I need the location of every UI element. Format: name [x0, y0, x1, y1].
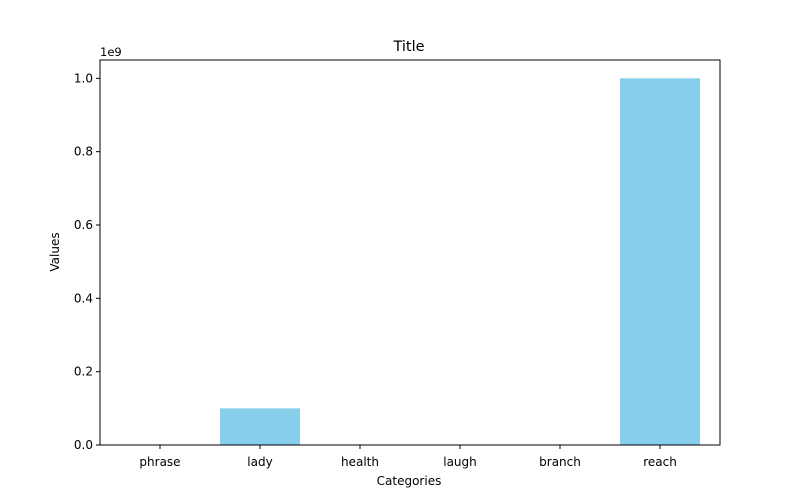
chart-title: Title	[392, 39, 424, 55]
x-tick-label: branch	[539, 455, 581, 469]
y-tick-label: 1.0	[74, 71, 93, 85]
y-tick-label: 0.2	[74, 365, 93, 379]
y-tick-label: 0.4	[74, 291, 93, 305]
y-axis-multiplier: 1e9	[100, 45, 122, 59]
y-tick-label: 0.8	[74, 145, 93, 159]
bars-layer	[220, 78, 700, 445]
plot-frame	[99, 59, 721, 446]
y-axis-label: Values	[48, 232, 62, 271]
y-tick-label: 0.0	[74, 438, 93, 452]
x-tick-label: phrase	[139, 455, 180, 469]
x-tick-label: health	[341, 455, 379, 469]
x-tick-label: lady	[247, 455, 272, 469]
bar-reach	[620, 78, 700, 445]
x-tick-label: laugh	[443, 455, 477, 469]
ticks-layer: phrase lady health laugh branch reach 0.0 0.2 0.…	[74, 71, 677, 469]
bar-lady	[220, 408, 300, 445]
x-tick-label: reach	[643, 455, 677, 469]
y-tick-label: 0.6	[74, 218, 93, 232]
x-axis-label: Categories	[377, 474, 442, 488]
